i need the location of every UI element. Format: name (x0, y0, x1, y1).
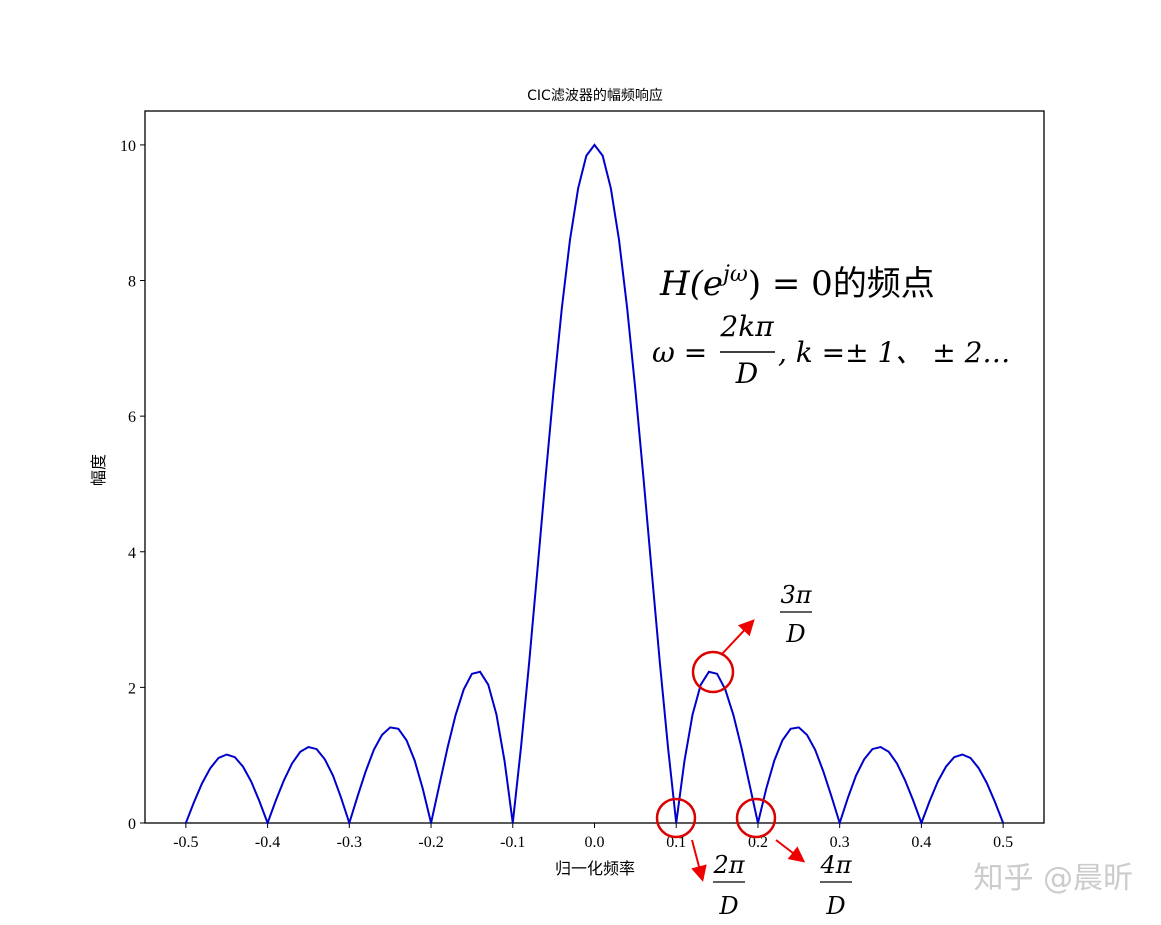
x-tick-label: 0.0 (585, 834, 605, 851)
y-tick-label: 0 (128, 816, 136, 833)
x-tick-label: 0.4 (911, 834, 931, 851)
annotations: H(ejω) = 0的频点 ω = 2kπ D , k =± 1、 ± 2… 3… (652, 262, 1010, 920)
y-tick-label: 10 (120, 138, 136, 155)
arrow (721, 619, 755, 655)
x-tick-label: 0.1 (666, 834, 686, 851)
x-tick-label: 0.2 (748, 834, 768, 851)
zero-den: D (718, 892, 738, 920)
zero-den: D (825, 892, 845, 920)
y-tick-label: 8 (128, 274, 136, 291)
highlight-circle (691, 650, 735, 694)
formula-sup: jω (718, 262, 748, 287)
response-line (184, 143, 1005, 827)
zero-num: 4π (819, 851, 852, 879)
x-tick-label: 0.3 (830, 834, 850, 851)
formula-omega: ω = (652, 336, 707, 369)
y-tick-label: 2 (128, 680, 136, 697)
formula-tail: , k =± 1、 ± 2… (778, 336, 1010, 369)
x-tick-label: -0.4 (255, 834, 280, 851)
arrow (775, 839, 806, 863)
watermark: 知乎 @晨昕 (973, 861, 1133, 896)
formula-head: H(ejω) = 0的频点 (659, 262, 935, 304)
formula-part: ) = 0的频点 (748, 264, 935, 304)
x-tick-label: 0.5 (993, 834, 1013, 851)
arrow (691, 839, 707, 882)
plot-frame (144, 110, 1045, 824)
x-tick-label: -0.5 (173, 834, 198, 851)
y-tick-label: 6 (128, 409, 136, 426)
zero-num: 3π (780, 581, 812, 609)
x-axis-label: 归一化频率 (555, 859, 635, 878)
highlight-circle (735, 797, 777, 839)
formula-den: D (735, 357, 758, 390)
zero-num: 2π (712, 851, 745, 879)
x-tick-label: -0.3 (337, 834, 362, 851)
zero-den: D (785, 620, 805, 648)
formula-num: 2kπ (719, 310, 774, 343)
formula-part: H(e (659, 264, 723, 304)
x-tick-label: -0.1 (500, 834, 525, 851)
y-axis-label: 幅度 (89, 454, 108, 486)
highlight-circle (655, 797, 697, 839)
y-tick-label: 4 (128, 545, 136, 562)
chart-title: CIC滤波器的幅频响应 (527, 87, 663, 104)
x-tick-label: -0.2 (418, 834, 443, 851)
